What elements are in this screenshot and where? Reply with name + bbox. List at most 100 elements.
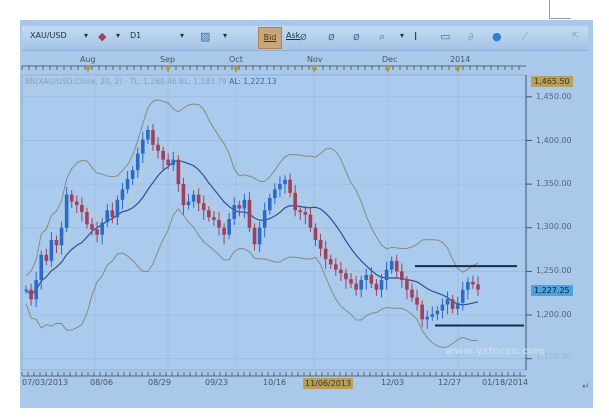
candle (384, 269, 389, 281)
candle (186, 201, 191, 206)
candle (425, 316, 430, 320)
date-label: 12/27 (438, 378, 462, 387)
candle (135, 153, 140, 171)
month-marker (85, 66, 91, 73)
candle (207, 210, 211, 218)
date-label: 01/18/2014 (482, 378, 529, 387)
indicator-edit-icon[interactable]: ø (353, 30, 360, 43)
candle (288, 179, 292, 193)
candle (191, 194, 196, 202)
month-marker (311, 66, 317, 73)
candle (257, 227, 262, 245)
candle (146, 129, 150, 140)
month-label: Oct (229, 55, 243, 64)
candle (115, 199, 120, 218)
high-price-tag: 1,465.50 (531, 76, 573, 87)
chevron-down-icon[interactable]: ▾ (180, 31, 185, 40)
month-label: Sep (160, 55, 176, 64)
candle (39, 254, 44, 281)
document-corner-mark (549, 18, 571, 19)
candle (69, 194, 74, 202)
chart-toolbar: XAU/USD ▾ ◆ ▾ D1 ▾ ▨ ▾ Bid Ask ø ø ø ⌕ ▾… (22, 26, 588, 51)
candle (430, 314, 435, 317)
chart-style-icon[interactable]: ▨ (200, 30, 211, 43)
candle (389, 260, 394, 270)
detach-icon[interactable]: ⇱ (572, 31, 579, 40)
candle (333, 264, 338, 270)
cursor-icon[interactable]: I (414, 30, 418, 43)
candle (435, 310, 440, 315)
date-label: 08/06 (90, 378, 114, 387)
candle (110, 210, 115, 218)
indicator-icon[interactable]: ø (300, 30, 307, 43)
candle (354, 283, 358, 290)
candle (267, 198, 272, 211)
candle (44, 254, 49, 261)
date-label: 09/23 (205, 378, 229, 387)
bid-button[interactable]: Bid (258, 27, 282, 49)
candle (161, 150, 165, 160)
month-marker (165, 66, 171, 73)
link-icon[interactable]: ∂ (468, 30, 474, 43)
chevron-down-icon[interactable]: ▾ (400, 31, 405, 40)
candle (237, 205, 242, 209)
ask-button[interactable]: Ask (286, 31, 301, 40)
candle (85, 212, 89, 225)
chevron-down-icon[interactable]: ▾ (84, 31, 89, 40)
current-price-tag: 1,227.25 (531, 285, 573, 296)
candle (232, 205, 237, 220)
candle (420, 304, 424, 320)
y-tick-label: 1,250.00 (536, 266, 572, 275)
template-icon[interactable]: ▭ (440, 30, 451, 43)
candle (95, 229, 99, 235)
ruler-icon[interactable]: ⁄ (524, 30, 526, 43)
candle (196, 194, 201, 204)
month-marker (385, 66, 391, 73)
bollinger-legend: BB(XAU/USD.Close, 20, 2) - TL: 1,260.46 … (25, 77, 277, 86)
y-tick-label: 1,200.00 (536, 310, 572, 319)
candle (471, 281, 475, 285)
date-label: 07/03/2013 (22, 378, 69, 387)
timeframe-select[interactable]: D1 (130, 31, 142, 40)
candle (308, 214, 313, 228)
globe-icon[interactable]: ● (492, 30, 502, 43)
candle (59, 227, 64, 246)
bollinger-al-value: AL: 1,222.13 (229, 77, 277, 86)
chevron-down-icon[interactable]: ▾ (223, 31, 228, 40)
indicator-add-icon[interactable]: ø (328, 30, 335, 43)
candle (379, 280, 384, 290)
candle (120, 189, 125, 200)
candle (151, 129, 155, 145)
paragraph-mark: ↵ (582, 382, 590, 392)
candle (176, 159, 181, 185)
candle (100, 222, 104, 235)
candle (313, 227, 318, 240)
chart-type-icon[interactable]: ◆ (98, 30, 107, 43)
candle (49, 239, 54, 261)
candle (201, 203, 206, 211)
candle (374, 283, 379, 290)
candle (298, 210, 303, 213)
zoom-icon[interactable]: ⌕ (379, 30, 386, 43)
date-label: 10/16 (263, 378, 287, 387)
candle (29, 289, 33, 300)
candle (369, 274, 374, 284)
candle (90, 224, 94, 230)
candle (349, 279, 353, 284)
y-tick-label: 1,300.00 (536, 222, 572, 231)
month-label: Nov (307, 55, 323, 64)
bollinger-lower-band (25, 208, 479, 349)
chevron-down-icon[interactable]: ▾ (116, 31, 121, 40)
candle (400, 271, 404, 281)
symbol-select[interactable]: XAU/USD (30, 31, 67, 40)
candle (242, 199, 247, 209)
candle (405, 280, 409, 290)
y-tick-label: 1,450.00 (536, 92, 572, 101)
candle (64, 194, 69, 228)
candle (364, 274, 369, 281)
candle (247, 199, 252, 228)
candle (105, 210, 110, 223)
candle (293, 192, 297, 211)
candle (34, 280, 38, 300)
